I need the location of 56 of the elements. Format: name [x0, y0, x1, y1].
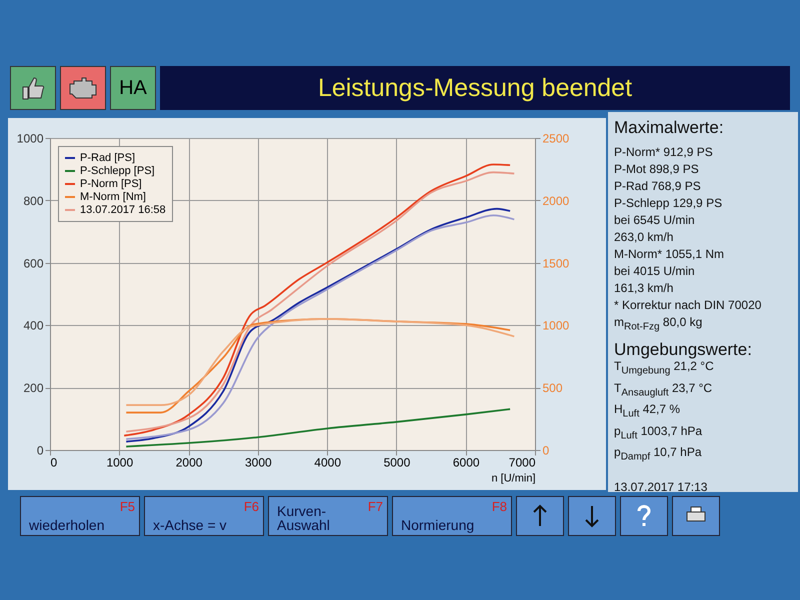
x-tick-label: 2000: [176, 456, 203, 470]
y2-tick-label: 500: [542, 381, 563, 396]
text: x-Achse = v: [153, 517, 228, 533]
text: F7: [368, 499, 383, 514]
x-axis-title: n [U/min]: [491, 472, 536, 484]
text: P-Schlepp 129,9 PS: [614, 195, 724, 212]
text: p$_{Dampf}$ 10,7 hPa: [614, 444, 703, 464]
text: Normierung: [401, 517, 476, 533]
y-tick-label: 1000: [16, 132, 44, 146]
legend-label: 13.07.2017 16:58: [80, 204, 166, 216]
x-tick-label: 5000: [384, 456, 411, 470]
legend-label: P-Rad [PS]: [80, 152, 136, 164]
text: 263,0 km/h: [614, 229, 674, 246]
text: T$_{Ansaugluft}$ 23,7 °C: [614, 380, 714, 400]
text: * Korrektur nach DIN 70020: [614, 297, 762, 314]
x-tick-label: 6000: [452, 456, 480, 470]
text: 13.07.2017 17:13: [614, 479, 708, 496]
text: P-Norm* 912,9 PS: [614, 144, 714, 161]
text: P-Rad 768,9 PS: [614, 178, 702, 195]
text: Kurven-Auswahl: [277, 503, 331, 533]
text: Maximalwerte:: [614, 118, 725, 138]
text: F8: [492, 499, 507, 514]
text: H$_{Luft}$ 42,7 %: [614, 401, 682, 422]
y2-tick-label: 2000: [542, 194, 570, 208]
text: T$_{Umgebung}$ 21,2 °C: [614, 358, 715, 379]
text: F6: [244, 499, 259, 514]
x-tick-label: 0: [50, 456, 58, 470]
legend-label: M-Norm [Nm]: [80, 191, 146, 203]
x-tick-label: 1000: [106, 456, 134, 470]
chart-title: Leistungs-Messung beendet: [160, 66, 790, 110]
y-tick-label: 600: [23, 256, 44, 270]
text: HA: [110, 66, 156, 110]
text: bei 4015 U/min: [614, 263, 696, 280]
x-tick-label: 4000: [314, 456, 342, 470]
text: m$_{Rot-Fzg}$ 80,0 kg: [614, 314, 704, 334]
text: wiederholen: [29, 517, 106, 533]
y2-tick-label: 0: [542, 444, 550, 458]
x-tick-label: 7000: [508, 456, 536, 470]
legend-label: P-Schlepp [PS]: [80, 165, 155, 177]
y2-tick-label: 2500: [542, 132, 570, 146]
x-tick-label: 3000: [245, 456, 272, 470]
legend-label: P-Norm [PS]: [80, 178, 142, 190]
y2-tick-label: 1000: [542, 318, 570, 333]
text: 161,3 km/h: [614, 280, 674, 297]
y-tick-label: 200: [23, 381, 44, 396]
text: p$_{Luft}$ 1003,7 hPa: [614, 422, 704, 443]
y-tick-label: 800: [23, 194, 44, 208]
text: P-Mot 898,9 PS: [614, 161, 700, 178]
text: bei 6545 U/min: [614, 212, 696, 229]
line-series: [125, 408, 511, 448]
text: F5: [120, 499, 135, 514]
text: Umgebungswerte:: [614, 340, 753, 360]
y2-tick-label: 1500: [542, 256, 570, 270]
text: M-Norm* 1055,1 Nm: [614, 246, 726, 263]
y-tick-label: 0: [36, 444, 44, 458]
y-tick-label: 400: [23, 318, 44, 333]
